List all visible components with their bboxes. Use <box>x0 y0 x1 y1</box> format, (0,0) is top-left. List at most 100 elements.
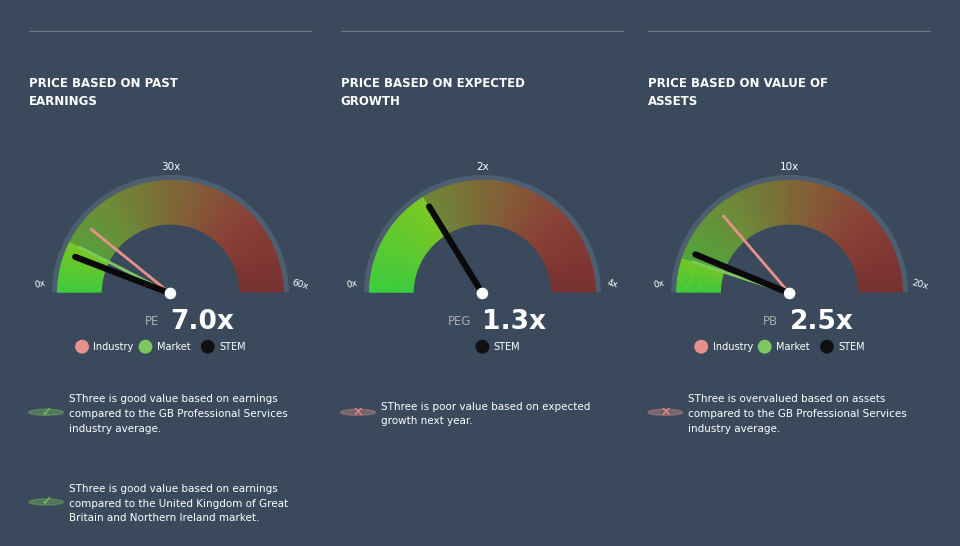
Wedge shape <box>382 239 422 262</box>
Wedge shape <box>764 182 776 227</box>
Wedge shape <box>464 181 472 227</box>
Wedge shape <box>158 181 165 226</box>
Wedge shape <box>550 282 595 288</box>
Wedge shape <box>372 268 417 280</box>
Wedge shape <box>125 189 144 232</box>
Wedge shape <box>695 229 733 256</box>
Wedge shape <box>821 193 844 234</box>
Wedge shape <box>414 202 443 239</box>
Wedge shape <box>677 290 722 292</box>
Wedge shape <box>480 180 482 225</box>
Wedge shape <box>221 218 256 249</box>
Wedge shape <box>538 227 575 254</box>
Wedge shape <box>421 197 447 236</box>
Wedge shape <box>131 186 148 230</box>
Wedge shape <box>369 291 415 293</box>
Wedge shape <box>813 187 831 230</box>
Wedge shape <box>373 259 418 275</box>
Wedge shape <box>237 270 281 281</box>
Wedge shape <box>503 186 519 229</box>
Wedge shape <box>695 229 733 256</box>
Wedge shape <box>225 225 262 253</box>
Wedge shape <box>684 252 727 270</box>
Wedge shape <box>689 239 730 262</box>
Wedge shape <box>678 274 723 282</box>
Wedge shape <box>100 203 130 240</box>
Wedge shape <box>846 229 884 256</box>
Wedge shape <box>488 181 494 226</box>
Wedge shape <box>857 279 902 286</box>
Wedge shape <box>682 258 725 273</box>
Wedge shape <box>532 216 566 248</box>
Wedge shape <box>403 211 436 245</box>
Wedge shape <box>535 221 571 251</box>
Wedge shape <box>701 221 737 251</box>
Wedge shape <box>75 231 114 257</box>
Wedge shape <box>739 191 760 233</box>
Wedge shape <box>804 182 815 227</box>
Wedge shape <box>493 182 504 227</box>
Wedge shape <box>714 207 745 243</box>
Wedge shape <box>547 260 591 275</box>
Circle shape <box>648 410 683 416</box>
Wedge shape <box>545 250 588 269</box>
Wedge shape <box>418 199 444 238</box>
Wedge shape <box>66 247 108 266</box>
Wedge shape <box>737 192 759 233</box>
Wedge shape <box>733 194 756 235</box>
Wedge shape <box>495 182 506 227</box>
Wedge shape <box>464 181 472 227</box>
Wedge shape <box>186 183 199 228</box>
Wedge shape <box>168 180 170 225</box>
Wedge shape <box>678 275 723 283</box>
Wedge shape <box>59 276 104 284</box>
Wedge shape <box>680 265 724 277</box>
Wedge shape <box>855 268 900 280</box>
Wedge shape <box>183 182 194 227</box>
Wedge shape <box>677 284 722 289</box>
Wedge shape <box>457 182 468 227</box>
Wedge shape <box>387 231 426 257</box>
Wedge shape <box>426 194 449 235</box>
Wedge shape <box>233 252 276 270</box>
Wedge shape <box>379 245 420 266</box>
Wedge shape <box>370 286 415 290</box>
Wedge shape <box>678 276 723 283</box>
Wedge shape <box>839 216 874 248</box>
Wedge shape <box>228 233 267 258</box>
Wedge shape <box>518 198 545 237</box>
Wedge shape <box>238 279 283 286</box>
Wedge shape <box>370 282 415 288</box>
Circle shape <box>29 410 63 416</box>
Wedge shape <box>756 185 771 228</box>
Wedge shape <box>512 191 533 233</box>
Wedge shape <box>703 219 738 250</box>
Wedge shape <box>46 293 295 418</box>
Wedge shape <box>687 243 729 264</box>
Wedge shape <box>236 268 281 280</box>
Wedge shape <box>418 199 444 238</box>
Wedge shape <box>809 185 825 229</box>
Wedge shape <box>698 225 735 253</box>
Wedge shape <box>234 256 278 272</box>
Wedge shape <box>401 212 435 246</box>
Wedge shape <box>396 219 431 250</box>
Wedge shape <box>197 189 216 232</box>
Wedge shape <box>536 223 572 252</box>
Wedge shape <box>379 245 420 266</box>
Wedge shape <box>227 229 265 256</box>
Wedge shape <box>120 191 141 233</box>
Wedge shape <box>358 293 607 418</box>
Wedge shape <box>817 190 838 232</box>
Wedge shape <box>550 291 595 293</box>
Wedge shape <box>176 181 182 226</box>
Wedge shape <box>208 199 235 238</box>
Wedge shape <box>380 243 421 264</box>
Wedge shape <box>382 238 423 262</box>
Wedge shape <box>856 272 901 282</box>
Wedge shape <box>443 186 460 230</box>
Wedge shape <box>846 231 885 257</box>
Wedge shape <box>238 286 283 290</box>
Wedge shape <box>420 198 446 237</box>
Wedge shape <box>496 182 508 227</box>
